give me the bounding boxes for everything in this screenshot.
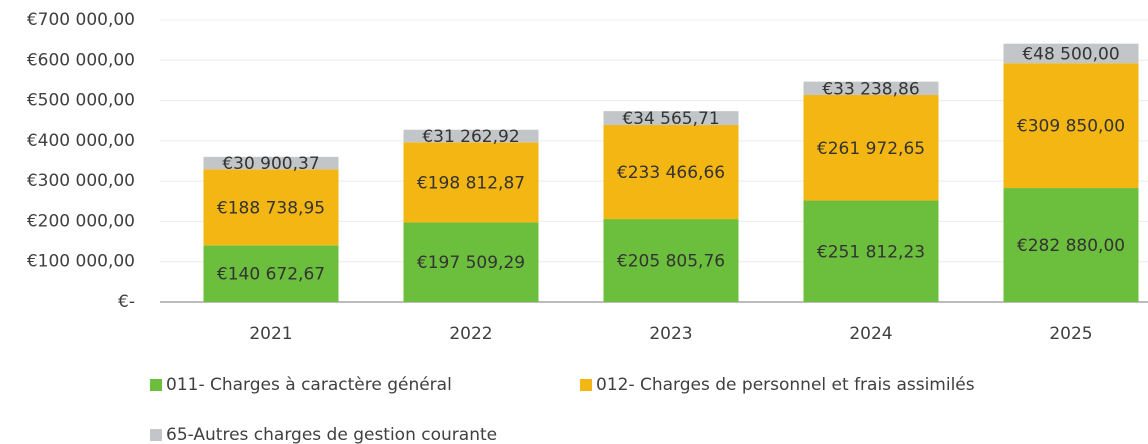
bar-segment (203, 169, 339, 246)
bar-segment (1003, 63, 1139, 189)
data-label: €282 880,00 (1017, 236, 1125, 256)
data-label: €31 262,92 (422, 127, 519, 147)
bar-segment (803, 200, 939, 302)
bar-segment (203, 156, 339, 170)
legend-label: 012- Charges de personnel et frais assim… (596, 375, 975, 395)
y-tick-label: €500 000,00 (27, 91, 135, 111)
y-tick-label: €600 000,00 (27, 50, 135, 70)
y-tick-label: €300 000,00 (27, 171, 135, 191)
bar-segment (803, 81, 939, 96)
x-tick-label: 2025 (1049, 324, 1092, 344)
x-tick-label: 2023 (649, 324, 692, 344)
data-label: €309 850,00 (1017, 117, 1125, 137)
y-tick-label: €200 000,00 (27, 211, 135, 231)
y-tick-label: €- (118, 292, 135, 312)
data-label: €188 738,95 (217, 198, 325, 218)
data-label: €233 466,66 (617, 163, 725, 183)
y-tick-label: €400 000,00 (27, 131, 135, 151)
legend-swatch (150, 429, 162, 441)
bar-segment (603, 219, 739, 302)
data-label: €198 812,87 (417, 173, 525, 193)
data-label: €34 565,71 (622, 109, 719, 129)
y-tick-label: €100 000,00 (27, 252, 135, 272)
bar-segment (803, 95, 939, 201)
data-label: €30 900,37 (222, 154, 319, 174)
bar-segment (603, 111, 739, 126)
bar-segment (403, 222, 539, 302)
bar-segment (603, 125, 739, 220)
data-label: €48 500,00 (1022, 44, 1119, 64)
bar-segment (403, 129, 539, 143)
data-label: €33 238,86 (822, 79, 919, 99)
x-tick-label: 2022 (449, 324, 492, 344)
legend-label: 011- Charges à caractère général (166, 375, 452, 395)
bar-segment (403, 142, 539, 223)
bar-segment (1003, 188, 1139, 302)
data-label: €140 672,67 (217, 265, 325, 285)
x-tick-label: 2024 (849, 324, 892, 344)
legend-label: 65-Autres charges de gestion courante (166, 425, 497, 444)
data-label: €197 509,29 (417, 253, 525, 273)
x-tick-label: 2021 (249, 324, 292, 344)
data-label: €251 812,23 (817, 242, 925, 262)
data-label: €261 972,65 (817, 139, 925, 159)
bar-segment (1003, 43, 1139, 64)
y-tick-label: €700 000,00 (27, 10, 135, 30)
bar-segment (203, 245, 339, 302)
legend-swatch (150, 379, 162, 391)
data-label: €205 805,76 (617, 252, 725, 272)
legend-swatch (580, 379, 592, 391)
